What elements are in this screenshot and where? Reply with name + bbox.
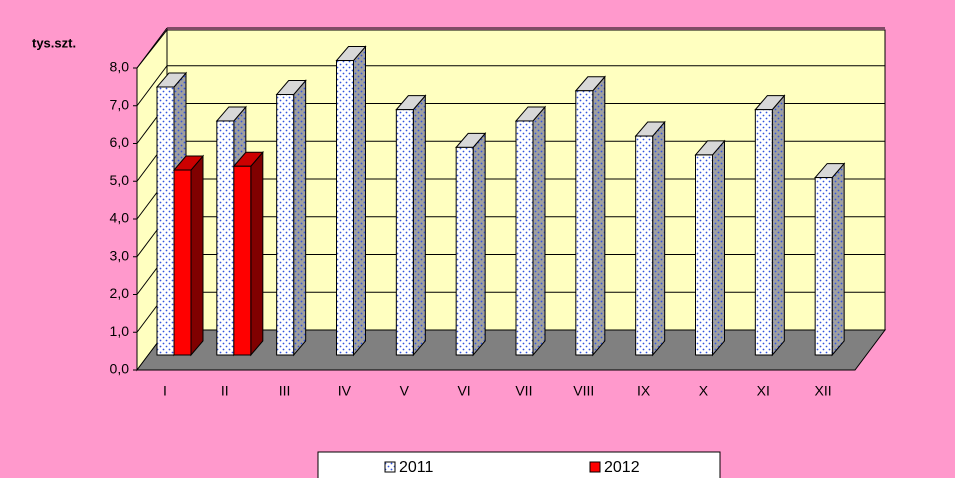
bar	[695, 154, 713, 356]
grid-line	[136, 27, 168, 69]
x-tick-label: XII	[815, 383, 832, 399]
bar	[156, 86, 175, 356]
y-tick-label: 7,0	[110, 96, 130, 112]
x-tick-label: VII	[515, 383, 532, 399]
bar-side	[652, 120, 666, 357]
legend-swatch	[384, 461, 396, 473]
x-tick-label: III	[279, 383, 291, 399]
bar-side	[412, 94, 426, 357]
bar-side	[831, 162, 845, 357]
y-tick-label: 6,0	[110, 134, 130, 150]
y-tick-label: 1,0	[110, 323, 130, 339]
x-tick-label: XI	[757, 383, 770, 399]
bar-side	[353, 45, 366, 357]
legend-label: 2011	[399, 459, 434, 476]
x-tick-label: V	[400, 383, 410, 399]
y-tick-label: 8,0	[110, 59, 130, 75]
x-tick-label: IX	[637, 383, 651, 399]
bar	[515, 120, 534, 356]
bar-side	[592, 75, 606, 357]
bar	[814, 177, 833, 356]
x-tick-label: X	[699, 383, 709, 399]
legend	[317, 451, 721, 478]
bar	[276, 94, 295, 356]
bar	[216, 120, 235, 356]
grid-line	[136, 65, 168, 107]
bar-side	[250, 150, 264, 357]
bar-side	[190, 154, 204, 357]
bar-side	[472, 132, 486, 357]
bar	[395, 109, 414, 356]
bar	[635, 135, 654, 356]
bar-side	[293, 79, 307, 357]
bar-side	[771, 94, 785, 357]
y-tick-label: 3,0	[110, 247, 130, 263]
y-tick-label: 0,0	[110, 361, 130, 377]
bar	[575, 90, 594, 356]
legend-label: 2012	[604, 459, 640, 476]
x-tick-label: IV	[338, 383, 352, 399]
bar	[455, 146, 474, 356]
bar	[233, 165, 252, 356]
bar-side	[712, 139, 725, 357]
y-tick-label: 4,0	[110, 210, 130, 226]
x-tick-label: II	[221, 383, 229, 399]
x-tick-label: VIII	[573, 383, 594, 399]
legend-swatch	[589, 461, 601, 473]
bar	[336, 60, 354, 356]
x-tick-label: VI	[457, 383, 470, 399]
y-axis-label: tys.szt.	[32, 35, 76, 50]
x-tick-label: I	[163, 383, 167, 399]
bar	[754, 109, 773, 356]
y-tick-label: 2,0	[110, 285, 130, 301]
y-tick-label: 5,0	[110, 172, 130, 188]
bar	[173, 169, 192, 356]
bar-side	[532, 105, 546, 357]
